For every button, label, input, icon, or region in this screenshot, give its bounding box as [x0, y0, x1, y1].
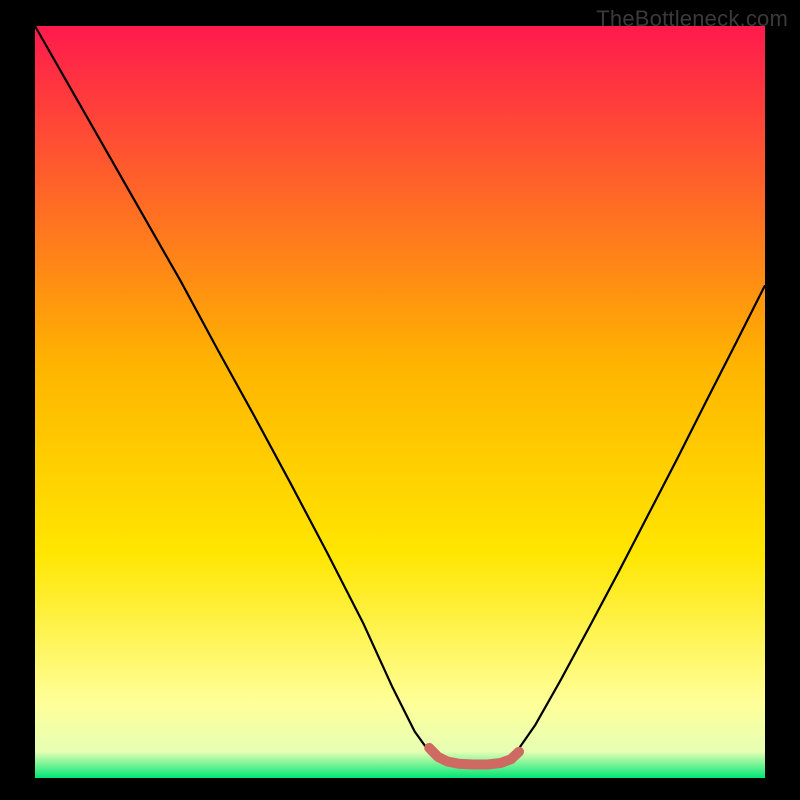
plot-background	[35, 26, 765, 778]
frame-right	[765, 0, 800, 800]
bottleneck-chart: TheBottleneck.com	[0, 0, 800, 800]
chart-svg	[0, 0, 800, 800]
watermark-text: TheBottleneck.com	[596, 6, 788, 32]
frame-left	[0, 0, 35, 800]
frame-bottom	[0, 778, 800, 800]
